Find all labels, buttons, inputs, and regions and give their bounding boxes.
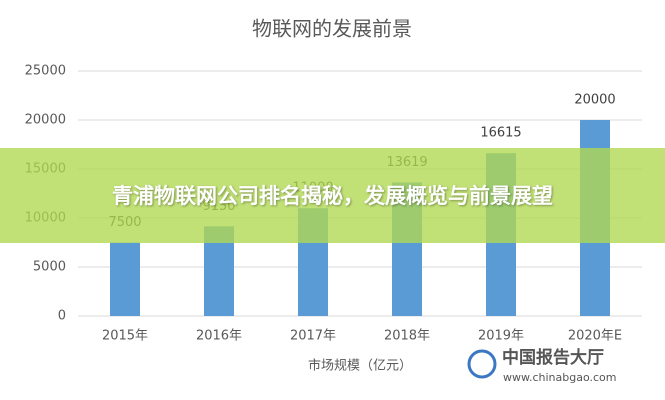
x-tick-label: 2018年 [384, 329, 430, 344]
banner-text: 青浦物联网公司排名揭秘，发展概览与前景展望 [112, 183, 553, 208]
x-tick-label: 2016年 [196, 329, 242, 344]
y-tick-label: 20000 [25, 113, 66, 128]
bar [110, 242, 140, 316]
watermark-url: www.chinabgao.com [503, 371, 617, 384]
y-tick-label: 5000 [33, 260, 66, 275]
data-label: 20000 [574, 93, 615, 108]
watermark-name: 中国报告大厅 [502, 347, 604, 368]
watermark: 中国报告大厅 www.chinabgao.com [467, 347, 617, 384]
x-axis-label: 市场规模（亿元） [308, 358, 412, 374]
watermark-logo [467, 349, 497, 379]
y-tick-label: 25000 [25, 64, 66, 79]
chart-title: 物联网的发展前景 [252, 17, 412, 41]
x-tick-label: 2015年 [102, 329, 148, 344]
x-tick-label: 2017年 [290, 329, 336, 344]
data-label: 16615 [480, 126, 521, 141]
banner: 青浦物联网公司排名揭秘，发展概览与前景展望 [0, 148, 665, 243]
x-tick-label: 2019年 [478, 329, 524, 344]
x-tick-label: 2020年E [568, 329, 622, 344]
y-tick-label: 0 [58, 309, 66, 324]
